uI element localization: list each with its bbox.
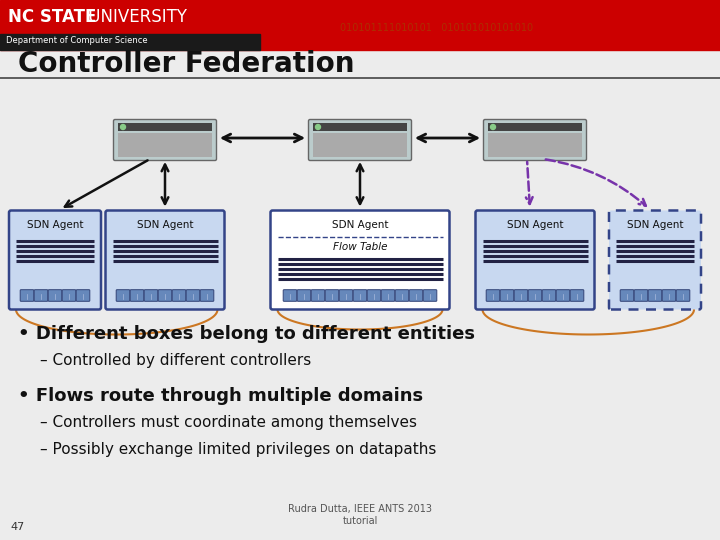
- Circle shape: [315, 125, 320, 130]
- FancyBboxPatch shape: [200, 289, 214, 301]
- Text: Flow Table: Flow Table: [333, 241, 387, 252]
- Bar: [313, 123, 407, 131]
- FancyBboxPatch shape: [367, 289, 381, 301]
- Text: – Possibly exchange limited privileges on datapaths: – Possibly exchange limited privileges o…: [40, 442, 436, 457]
- Circle shape: [120, 125, 125, 130]
- Text: SDN Agent: SDN Agent: [507, 220, 563, 231]
- Text: Controller Federation: Controller Federation: [18, 50, 354, 78]
- Bar: [488, 133, 582, 157]
- FancyBboxPatch shape: [354, 289, 366, 301]
- FancyBboxPatch shape: [339, 289, 353, 301]
- Text: – Controllers must coordinate among themselves: – Controllers must coordinate among them…: [40, 415, 417, 430]
- FancyBboxPatch shape: [475, 211, 595, 309]
- FancyBboxPatch shape: [570, 289, 584, 301]
- Bar: [0, 34, 260, 50]
- FancyBboxPatch shape: [308, 119, 412, 160]
- Bar: [488, 123, 582, 131]
- Text: SDN Agent: SDN Agent: [332, 220, 388, 231]
- Text: NC STATE: NC STATE: [8, 8, 96, 26]
- FancyBboxPatch shape: [283, 289, 297, 301]
- FancyBboxPatch shape: [116, 289, 130, 301]
- FancyBboxPatch shape: [172, 289, 186, 301]
- Text: 010101111010101   010101010101010: 010101111010101 010101010101010: [340, 23, 533, 33]
- FancyBboxPatch shape: [662, 289, 676, 301]
- Bar: [118, 133, 212, 157]
- FancyBboxPatch shape: [486, 289, 500, 301]
- FancyBboxPatch shape: [114, 119, 217, 160]
- FancyBboxPatch shape: [409, 289, 423, 301]
- FancyBboxPatch shape: [557, 289, 570, 301]
- FancyBboxPatch shape: [35, 289, 48, 301]
- FancyBboxPatch shape: [676, 289, 690, 301]
- Circle shape: [490, 125, 495, 130]
- FancyBboxPatch shape: [144, 289, 158, 301]
- FancyBboxPatch shape: [634, 289, 648, 301]
- Text: SDN Agent: SDN Agent: [626, 220, 683, 231]
- FancyBboxPatch shape: [484, 119, 587, 160]
- FancyBboxPatch shape: [542, 289, 556, 301]
- FancyBboxPatch shape: [62, 289, 76, 301]
- FancyBboxPatch shape: [395, 289, 409, 301]
- FancyBboxPatch shape: [48, 289, 62, 301]
- FancyBboxPatch shape: [76, 289, 90, 301]
- FancyBboxPatch shape: [514, 289, 528, 301]
- Text: – Controlled by different controllers: – Controlled by different controllers: [40, 353, 311, 368]
- FancyBboxPatch shape: [423, 289, 437, 301]
- FancyBboxPatch shape: [381, 289, 395, 301]
- FancyBboxPatch shape: [311, 289, 325, 301]
- Bar: [118, 123, 212, 131]
- Text: Rudra Dutta, IEEE ANTS 2013
tutorial: Rudra Dutta, IEEE ANTS 2013 tutorial: [288, 504, 432, 526]
- Text: SDN Agent: SDN Agent: [137, 220, 193, 231]
- FancyBboxPatch shape: [9, 211, 101, 309]
- Bar: [313, 133, 407, 157]
- Text: UNIVERSITY: UNIVERSITY: [83, 8, 187, 26]
- FancyBboxPatch shape: [620, 289, 634, 301]
- FancyBboxPatch shape: [186, 289, 199, 301]
- FancyBboxPatch shape: [20, 289, 34, 301]
- FancyBboxPatch shape: [271, 211, 449, 309]
- FancyBboxPatch shape: [130, 289, 144, 301]
- Text: Department of Computer Science: Department of Computer Science: [6, 36, 148, 45]
- Text: • Different boxes belong to different entities: • Different boxes belong to different en…: [18, 325, 475, 343]
- FancyBboxPatch shape: [158, 289, 172, 301]
- FancyBboxPatch shape: [297, 289, 311, 301]
- FancyBboxPatch shape: [609, 211, 701, 309]
- Text: 47: 47: [10, 522, 24, 532]
- FancyBboxPatch shape: [325, 289, 339, 301]
- Text: SDN Agent: SDN Agent: [27, 220, 84, 231]
- FancyBboxPatch shape: [528, 289, 542, 301]
- FancyBboxPatch shape: [648, 289, 662, 301]
- Text: • Flows route through multiple domains: • Flows route through multiple domains: [18, 387, 423, 405]
- FancyBboxPatch shape: [500, 289, 514, 301]
- FancyBboxPatch shape: [106, 211, 225, 309]
- Bar: [0, 0, 720, 50]
